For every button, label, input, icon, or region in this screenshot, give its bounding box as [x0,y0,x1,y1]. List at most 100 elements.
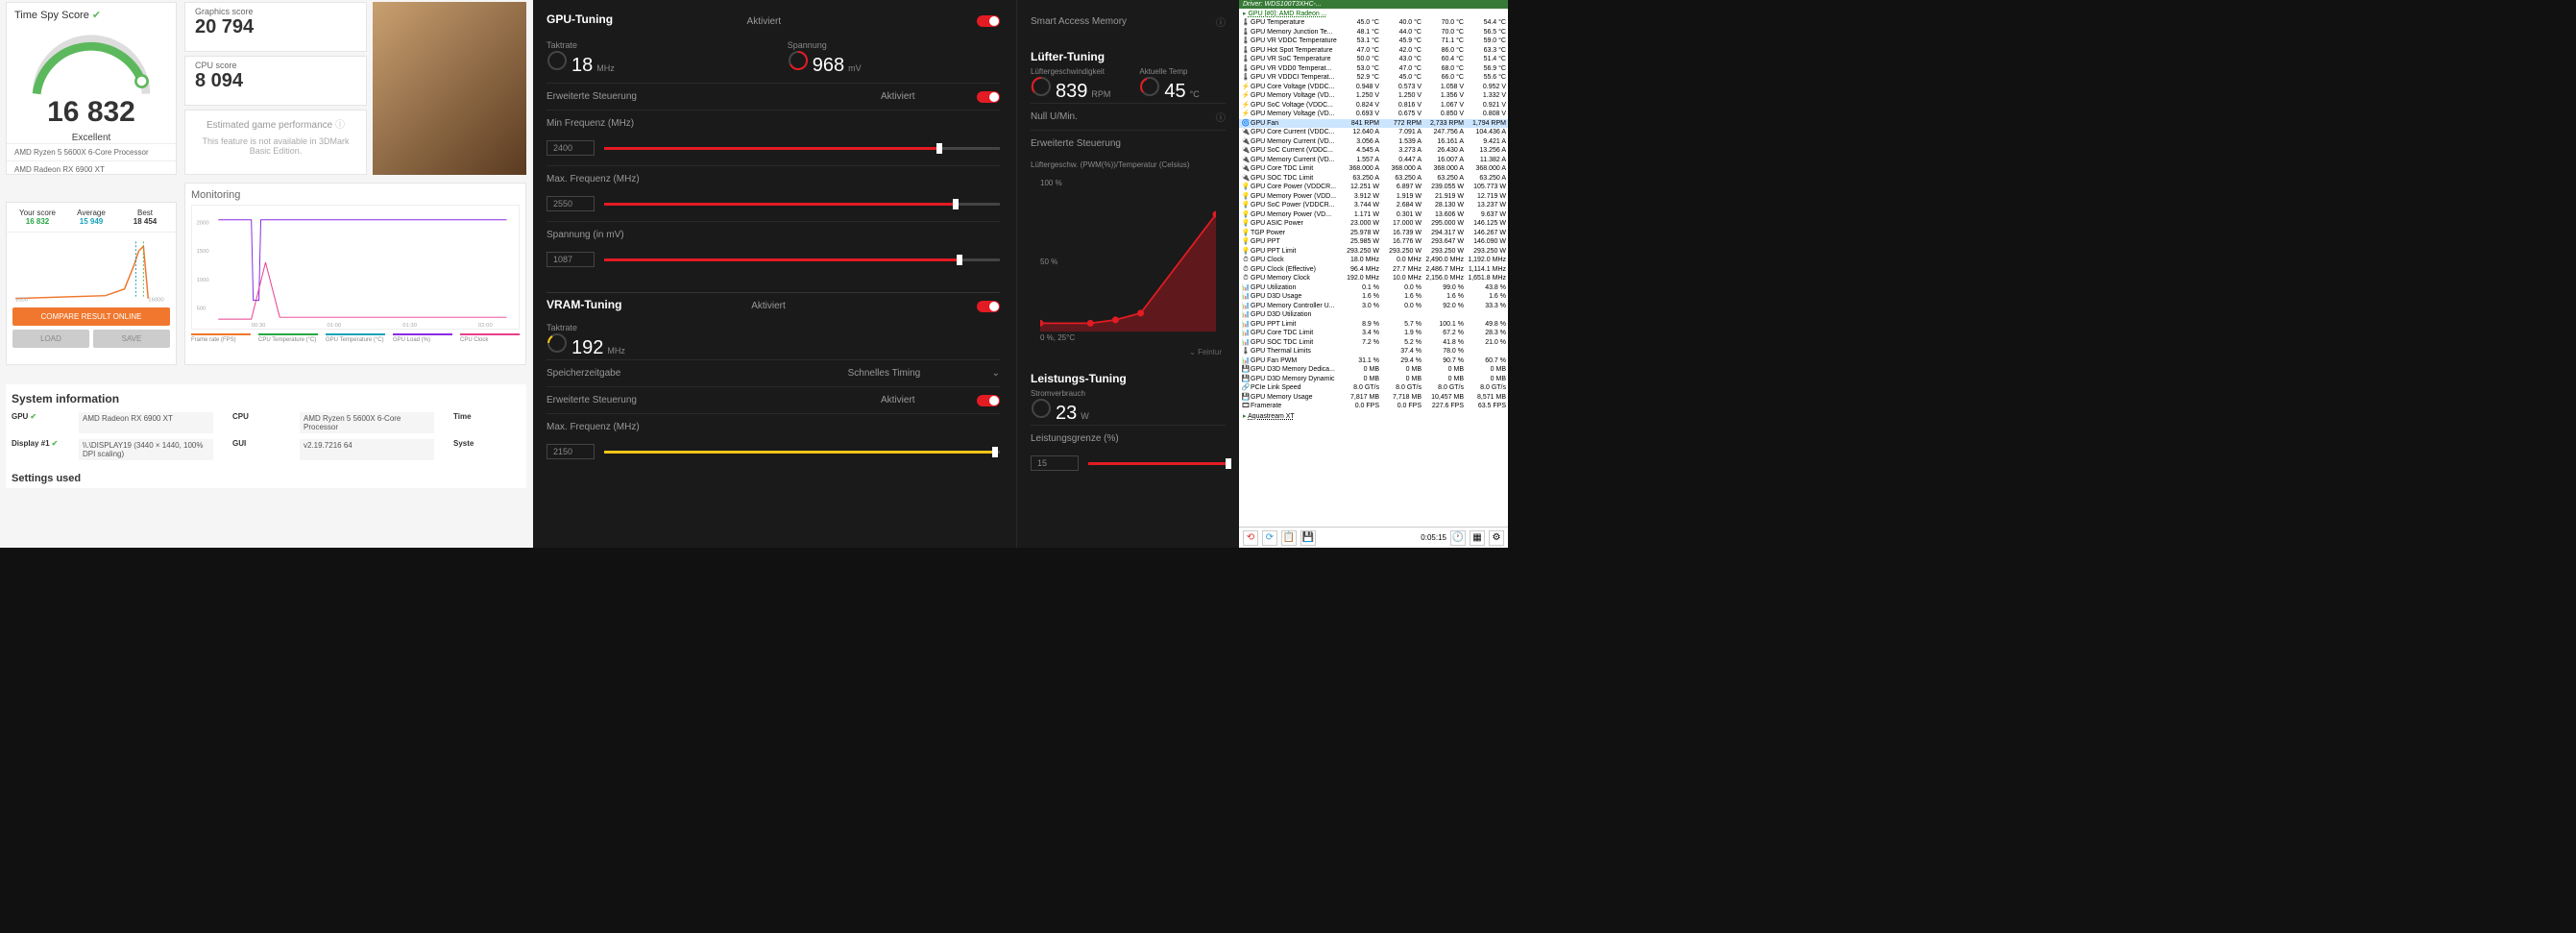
chevron-down-icon[interactable]: ⌄ [1189,348,1196,356]
vram-ext-toggle[interactable] [977,395,1000,406]
max-freq-input[interactable]: 2550 [547,196,595,211]
sensor-row[interactable]: 🌡GPU Temperature45.0 °C40.0 °C70.0 °C54.… [1239,18,1508,28]
sensor-row[interactable]: 🌀GPU Fan841 RPM772 RPM2,733 RPM1,794 RPM [1239,119,1508,129]
sensor-row[interactable]: 💡GPU Memory Power (VD...1.171 W0.301 W13… [1239,210,1508,220]
sensor-row[interactable]: 💾GPU D3D Memory Dynamic0 MB0 MB0 MB0 MB [1239,375,1508,384]
score-title: Time Spy Score ✔ [7,3,176,27]
sensor-row[interactable]: 📊GPU SOC TDC Limit7.2 %5.2 %41.8 %21.0 % [1239,338,1508,348]
compare-header: Your score16 832 Average15 949 Best18 45… [7,203,176,233]
min-freq-input[interactable]: 2400 [547,140,595,156]
mem-timing-select[interactable]: Schnelles Timing [848,368,992,379]
3dmark-panel: Time Spy Score ✔ 16 832 Excellent AMD Ry… [0,0,533,548]
sensor-row[interactable]: 💾GPU D3D Memory Dedica...0 MB0 MB0 MB0 M… [1239,365,1508,375]
vram-maxf-input[interactable]: 2150 [547,444,595,459]
monitoring-label: Monitoring [191,189,520,201]
sensor-row[interactable]: 🌡GPU Memory Junction Te...48.1 °C44.0 °C… [1239,28,1508,37]
sensor-row[interactable]: 📊GPU Core TDC Limit3.4 %1.9 %67.2 %28.3 … [1239,329,1508,338]
hwinfo-btn-save[interactable]: 💾 [1300,530,1316,546]
sysinfo-title: System information [6,384,526,409]
sensor-row[interactable]: 📊GPU Fan PWM31.1 %29.4 %90.7 %60.7 % [1239,356,1508,366]
fan-curve-chart[interactable]: 100 % 50 % 0 %, 25°C [1040,179,1216,342]
sensor-row[interactable]: 📊GPU Memory Controller U...3.0 %0.0 %92.… [1239,302,1508,311]
sensor-row[interactable]: 🌡GPU VR SoC Temperature50.0 °C43.0 °C60.… [1239,55,1508,64]
legend-item: Frame rate (FPS) [191,333,251,343]
info-icon[interactable]: ⓘ [1216,14,1226,29]
perf-tuning-section: Leistungs-Tuning Stromverbrauch 23W Leis… [1017,364,1239,488]
hwinfo-btn-a[interactable]: ▦ [1470,530,1485,546]
vram-clock-gauge: 192MHz [547,332,1000,359]
sensor-row[interactable]: 🔌GPU Core Current (VDDC...12.640 A7.091 … [1239,128,1508,137]
min-freq-slider[interactable] [604,147,1000,150]
compare-chart: 1000 16000 [11,236,172,304]
sensor-row[interactable]: 📊GPU D3D Utilization [1239,310,1508,320]
hwinfo-aqua[interactable]: ▸ Aquastream XT [1239,411,1508,421]
sensor-row[interactable]: 🔌GPU Core TDC Limit368.000 A368.000 A368… [1239,164,1508,174]
sensor-row[interactable]: ⏱GPU Memory Clock192.0 MHz10.0 MHz2,156.… [1239,274,1508,283]
gpu-ext-toggle[interactable] [977,91,1000,103]
sensor-row[interactable]: 🎞Framerate0.0 FPS0.0 FPS227.6 FPS63.5 FP… [1239,402,1508,411]
hwinfo-btn-1[interactable]: ⟲ [1243,530,1258,546]
info-icon[interactable]: ⓘ [335,120,345,131]
sensor-row[interactable]: 🔌GPU Memory Current (VD...1.557 A0.447 A… [1239,156,1508,165]
fan-speed-gauge: Lüftergeschwindigkeit 839RPM [1031,67,1110,103]
sensor-row[interactable]: 💾GPU Memory Usage7,817 MB7,718 MB10,457 … [1239,393,1508,403]
sensor-row[interactable]: 🌡GPU Hot Spot Temperature47.0 °C42.0 °C8… [1239,46,1508,56]
svg-text:1500: 1500 [197,249,210,255]
sensor-row[interactable]: 🌡GPU VR VDDC Temperature53.1 °C45.9 °C71… [1239,37,1508,46]
power-limit-slider[interactable] [1088,462,1226,465]
zero-rpm-label: Null U/Min. [1031,111,1216,122]
sensor-row[interactable]: 💡GPU Memory Power (VDD...3.912 W1.919 W2… [1239,192,1508,202]
sensor-row[interactable]: 🌡GPU VR VDD0 Temperat...53.0 °C47.0 °C68… [1239,64,1508,74]
sensor-row[interactable]: 🌡GPU Thermal Limits37.4 %78.0 % [1239,347,1508,356]
hwinfo-btn-b[interactable]: ⚙ [1489,530,1504,546]
voltage-slider[interactable] [604,258,1000,261]
sensor-row[interactable]: 🔗PCIe Link Speed8.0 GT/s8.0 GT/s8.0 GT/s… [1239,383,1508,393]
sensor-row[interactable]: ⏱GPU Clock18.0 MHz0.0 MHz2,490.0 MHz1,19… [1239,256,1508,265]
monitoring-chart: 2000 1500 1000 500 00:30 01:00 01:30 02:… [191,205,520,330]
svg-text:01:00: 01:00 [327,323,341,329]
score-title-text: Time Spy Score [14,10,89,21]
sensor-row[interactable]: 💡GPU SoC Power (VDDCR...3.744 W2.684 W28… [1239,201,1508,210]
sensor-row[interactable]: 📊GPU PPT Limit8.9 %5.7 %100.1 %49.8 % [1239,320,1508,330]
sensor-row[interactable]: 🔌GPU SOC TDC Limit63.250 A63.250 A63.250… [1239,174,1508,184]
sensor-row[interactable]: 💡TGP Power25.978 W16.739 W294.317 W146.2… [1239,229,1508,238]
voltage-input[interactable]: 1087 [547,252,595,267]
sensor-row[interactable]: ⚡GPU Memory Voltage (VD...0.693 V0.675 V… [1239,110,1508,119]
sensor-row[interactable]: ⚡GPU Memory Voltage (VD...1.250 V1.250 V… [1239,91,1508,101]
sensor-row[interactable]: 💡GPU ASIC Power23.000 W17.000 W295.000 W… [1239,219,1508,229]
sensor-row[interactable]: 💡GPU PPT25.985 W16.776 W293.647 W146.090… [1239,237,1508,247]
compare-online-button[interactable]: COMPARE RESULT ONLINE [12,307,170,326]
sysinfo-row: Display #1✔\\.\DISPLAY19 (3440 × 1440, 1… [6,436,526,463]
settings-header: Settings used [6,463,526,488]
fan-title: Lüfter-Tuning [1031,50,1226,63]
hwinfo-btn-2[interactable]: ⟳ [1262,530,1277,546]
est-label: Estimated game performance [207,120,332,131]
svg-text:2000: 2000 [197,221,210,227]
sensor-row[interactable]: 🌡GPU VR VDDCI Temperat...52.9 °C45.0 °C6… [1239,73,1508,83]
sam-label: Smart Access Memory [1031,16,1216,27]
sensor-row[interactable]: ⚡GPU SoC Voltage (VDDC...0.824 V0.816 V1… [1239,101,1508,110]
power-limit-input[interactable]: 15 [1031,455,1079,471]
hwinfo-btn-clock[interactable]: 🕐 [1450,530,1466,546]
sensor-row[interactable]: 📊GPU Utilization0.1 %0.0 %99.0 %43.8 % [1239,283,1508,293]
save-button[interactable]: SAVE [93,330,170,348]
amd-tuning-panel: GPU-Tuning Aktiviert Taktrate 18MHz Span… [533,0,1239,548]
sensor-row[interactable]: 📊GPU D3D Usage1.6 %1.6 %1.6 %1.6 % [1239,292,1508,302]
gpu-tuning-toggle[interactable] [977,15,1000,27]
sensor-row[interactable]: 🔌GPU Memory Current (VD...3.056 A1.539 A… [1239,137,1508,147]
chevron-down-icon[interactable]: ⌄ [992,368,1000,379]
cpu-score-card: CPU score 8 094 [184,56,367,106]
sensor-row[interactable]: ⏱GPU Clock (Effective)96.4 MHz27.7 MHz2,… [1239,265,1508,275]
vram-toggle[interactable] [977,301,1000,312]
sensor-row[interactable]: 💡GPU PPT Limit293.250 W293.250 W293.250 … [1239,247,1508,257]
info-icon[interactable]: ⓘ [1216,110,1226,124]
hwinfo-device[interactable]: ▸ GPU [#0]: AMD Radeon ... [1239,9,1508,18]
voltage-label: Spannung (in mV) [547,230,1000,240]
sensor-row[interactable]: 💡GPU Core Power (VDDCR...12.251 W6.897 W… [1239,183,1508,192]
hwinfo-btn-copy[interactable]: 📋 [1281,530,1297,546]
max-freq-slider[interactable] [604,203,1000,206]
load-button[interactable]: LOAD [12,330,89,348]
sensor-row[interactable]: ⚡GPU Core Voltage (VDDC...0.948 V0.573 V… [1239,83,1508,92]
vram-maxf-slider[interactable] [604,451,1000,454]
sensor-row[interactable]: 🔌GPU SoC Current (VDDC...4.545 A3.273 A2… [1239,146,1508,156]
